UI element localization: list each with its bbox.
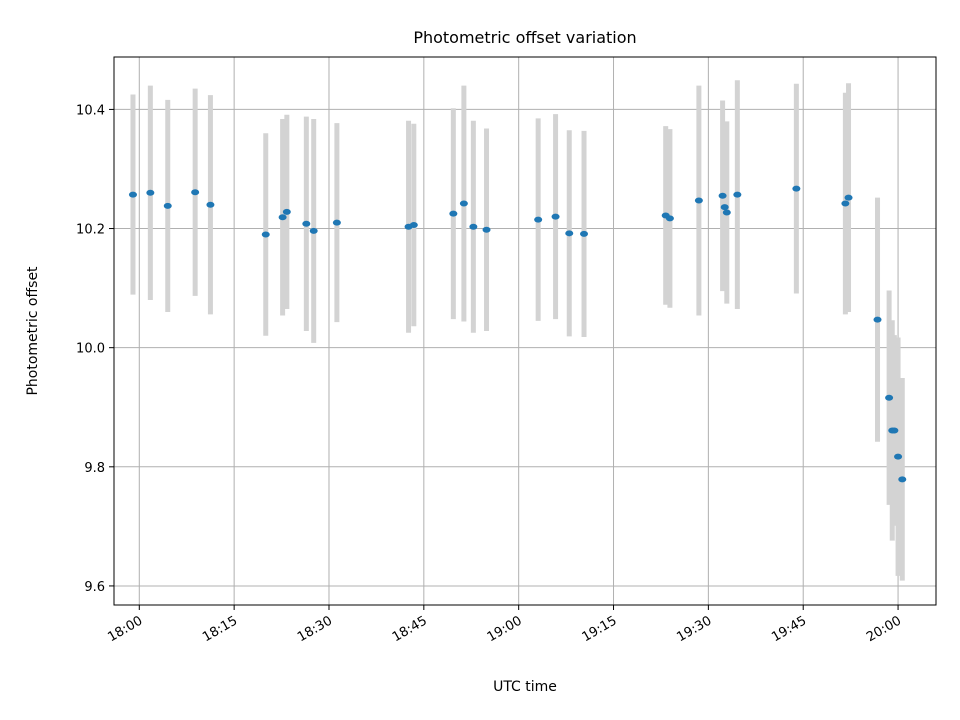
chart-title: Photometric offset variation (413, 28, 636, 47)
y-tick-label: 10.2 (76, 223, 105, 238)
y-tick-label: 9.6 (84, 580, 105, 595)
data-point (565, 230, 574, 237)
data-point (409, 221, 418, 228)
data-point (459, 200, 468, 207)
data-point (894, 453, 903, 460)
grid-layer (114, 57, 936, 605)
data-point (844, 194, 853, 201)
y-axis-label: Photometric offset (25, 266, 41, 396)
data-point (261, 231, 270, 238)
y-tick-label: 10.0 (76, 342, 105, 357)
data-point (792, 185, 801, 192)
data-point (534, 216, 543, 223)
data-point (890, 427, 899, 434)
data-point (191, 189, 200, 196)
data-point (898, 476, 907, 483)
data-point (551, 213, 560, 220)
data-point (163, 202, 172, 209)
data-point (733, 191, 742, 198)
data-point (482, 226, 491, 233)
data-point (722, 209, 731, 216)
data-point (309, 227, 318, 234)
data-point-layer (128, 185, 907, 483)
data-point (720, 204, 729, 211)
data-point (665, 215, 674, 222)
data-point (146, 189, 155, 196)
data-point (278, 214, 287, 221)
data-point (128, 191, 137, 198)
y-tick-label: 9.8 (84, 461, 105, 476)
data-point (302, 220, 311, 227)
plot-area-frame (113, 56, 937, 606)
data-point (841, 200, 850, 207)
data-point (873, 316, 882, 323)
data-point (694, 197, 703, 204)
data-point (580, 230, 589, 237)
y-tick-label: 10.4 (76, 103, 105, 118)
data-point (449, 210, 458, 217)
data-point (282, 208, 291, 215)
data-point (718, 192, 727, 199)
data-point (885, 394, 894, 401)
data-point (206, 201, 215, 208)
data-point (469, 223, 478, 230)
x-axis-label: UTC time (493, 679, 557, 695)
data-point (332, 219, 341, 226)
